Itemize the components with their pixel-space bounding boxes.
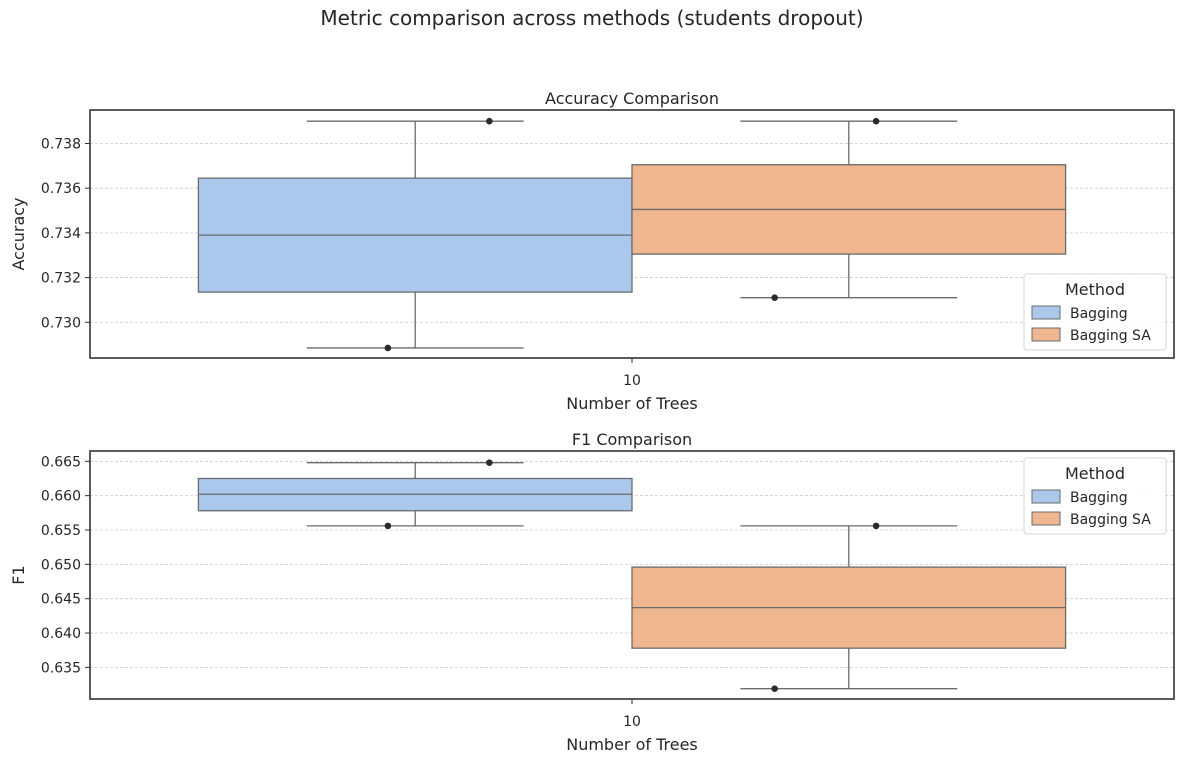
data-point (872, 117, 880, 125)
legend-label: Bagging (1070, 490, 1128, 506)
y-tick-label: 0.738 (41, 137, 81, 153)
y-tick-label: 0.732 (41, 271, 81, 287)
y-tick-label: 0.665 (41, 454, 81, 470)
box-series-bagging (197, 117, 633, 352)
data-point (384, 344, 392, 352)
legend: Method Bagging Bagging SA (1023, 273, 1167, 351)
data-point (486, 459, 493, 466)
y-tick-label: 0.655 (41, 523, 81, 539)
data-point (771, 685, 778, 692)
chart-1: 0.635 0.640 0.645 0.650 0.655 0.660 0.665 10 F1 … (9, 430, 1175, 754)
chart-title: Accuracy Comparison (545, 89, 719, 108)
legend-label: Bagging SA (1070, 512, 1151, 528)
x-tick-label: 10 (623, 714, 641, 730)
x-axis-label: Number of Trees (566, 394, 698, 413)
legend: Method Bagging Bagging SA (1023, 457, 1167, 535)
y-tick-label: 0.736 (41, 181, 81, 197)
legend-swatch (1031, 489, 1061, 504)
y-axis-label: F1 (9, 565, 28, 584)
legend-swatch (1031, 511, 1061, 526)
data-point (486, 117, 493, 125)
legend-swatch (1031, 305, 1061, 320)
legend-title: Method (1065, 464, 1125, 483)
legend-title: Method (1065, 280, 1125, 299)
box-series-bagging-sa (631, 117, 1067, 301)
y-tick-label: 0.650 (41, 557, 81, 573)
y-tick-label: 0.734 (41, 226, 81, 242)
y-tick-label: 0.640 (41, 626, 81, 642)
x-tick-label: 10 (623, 373, 641, 389)
y-tick-label: 0.730 (41, 315, 81, 331)
data-point (384, 522, 392, 530)
y-tick-label: 0.660 (41, 489, 81, 505)
chart-0: 0.730 0.732 0.734 0.736 0.738 10 Accuracy Comp… (9, 89, 1175, 413)
box-series-bagging-sa (631, 522, 1067, 692)
legend-swatch (1031, 327, 1061, 342)
box-series-bagging (197, 459, 633, 530)
y-tick-label: 0.645 (41, 592, 81, 608)
y-tick-label: 0.635 (41, 660, 81, 676)
legend-label: Bagging SA (1070, 328, 1151, 344)
data-point (771, 294, 778, 301)
data-point (872, 522, 880, 530)
legend-label: Bagging (1070, 306, 1128, 322)
y-axis-label: Accuracy (9, 197, 28, 270)
x-axis-label: Number of Trees (566, 735, 698, 754)
figure-title: Metric comparison across methods (studen… (320, 6, 863, 30)
chart-title: F1 Comparison (572, 430, 692, 449)
